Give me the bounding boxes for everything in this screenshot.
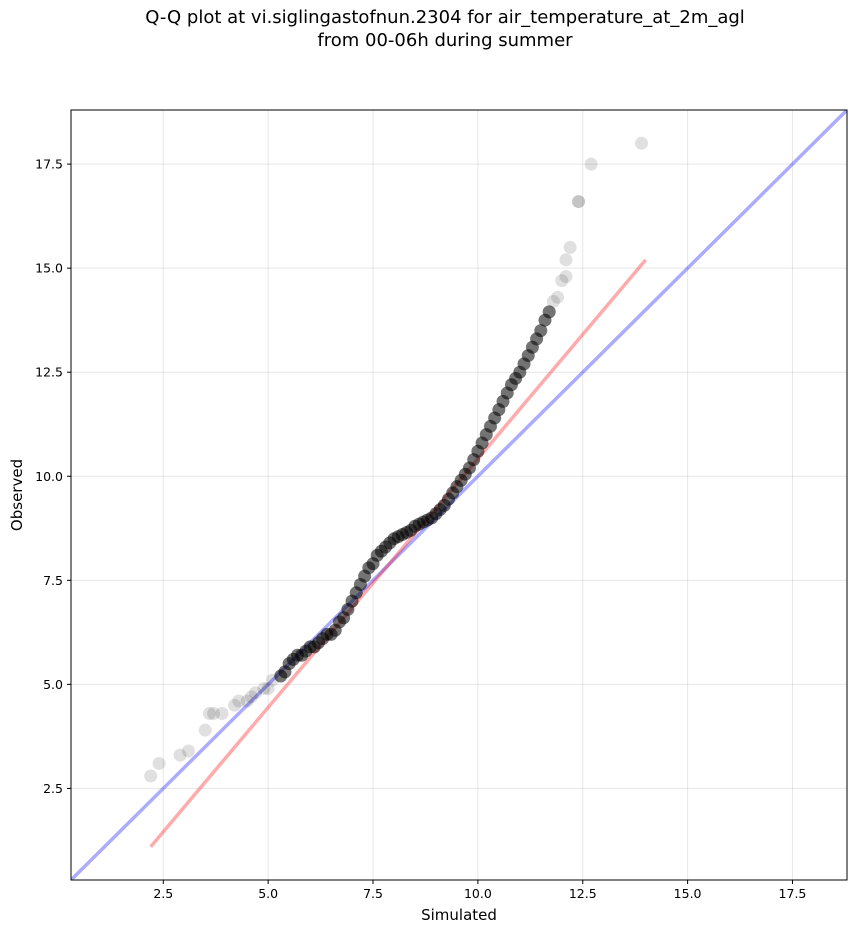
data-point (181, 744, 195, 758)
chart-title-line-1: Q-Q plot at vi.siglingastofnun.2304 for … (145, 7, 745, 28)
axis-ticks: 2.5 5.0 7.5 10.0 12.5 15.0 17.5 2.5 5.0 7.5 10.0 12… (35, 157, 806, 901)
data-point (202, 707, 216, 721)
reference-lines (71, 110, 847, 880)
x-axis-label: Simulated (421, 906, 497, 924)
data-point (144, 769, 158, 783)
data-point (534, 324, 548, 338)
x-tick-label: 12.5 (569, 886, 597, 901)
data-point (215, 707, 229, 721)
x-tick-label: 17.5 (779, 886, 807, 901)
data-point (572, 195, 586, 209)
y-tick-label: 15.0 (35, 261, 63, 276)
y-tick-label: 10.0 (35, 469, 63, 484)
data-point (563, 240, 577, 254)
data-point (173, 748, 187, 762)
data-point (551, 290, 565, 304)
x-tick-label: 7.5 (363, 886, 383, 901)
y-tick-label: 5.0 (43, 677, 63, 692)
y-tick-label: 12.5 (35, 365, 63, 380)
data-point (249, 686, 263, 700)
x-tick-label: 10.0 (464, 886, 492, 901)
data-point (546, 294, 560, 308)
data-point (198, 723, 212, 737)
y-axis-label: Observed (8, 459, 26, 531)
data-point (634, 136, 648, 150)
plot-frame (70, 109, 848, 881)
data-point (584, 157, 598, 171)
data-point (559, 269, 573, 283)
chart-title-line-2: from 00-06h during summer (317, 30, 573, 51)
data-point (559, 253, 573, 267)
one-to-one-line (71, 110, 847, 880)
chart-title: Q-Q plot at vi.siglingastofnun.2304 for … (0, 6, 856, 52)
data-points (144, 136, 648, 783)
data-point (261, 682, 275, 696)
data-point (244, 690, 258, 704)
x-tick-label: 15.0 (674, 886, 702, 901)
data-point (207, 707, 221, 721)
data-point (232, 694, 246, 708)
fit-line (149, 258, 647, 848)
data-point (257, 682, 271, 696)
data-point (572, 195, 586, 209)
data-point (152, 756, 166, 770)
data-point (228, 698, 242, 712)
data-point (542, 305, 556, 319)
data-point (555, 274, 569, 288)
x-tick-label: 5.0 (258, 886, 278, 901)
y-tick-label: 17.5 (35, 157, 63, 172)
y-tick-label: 7.5 (43, 573, 63, 588)
y-tick-label: 2.5 (43, 781, 63, 796)
x-tick-label: 2.5 (153, 886, 173, 901)
data-point (240, 694, 254, 708)
